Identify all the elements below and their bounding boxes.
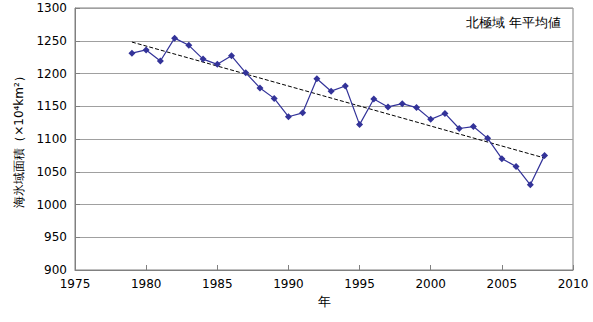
svg-text:1990: 1990 xyxy=(273,277,304,291)
svg-text:1250: 1250 xyxy=(36,34,67,48)
svg-text:1980: 1980 xyxy=(131,277,162,291)
svg-text:1050: 1050 xyxy=(36,165,67,179)
svg-text:海氷域面積（×10⁴km²）: 海氷域面積（×10⁴km²） xyxy=(12,70,26,208)
svg-text:950: 950 xyxy=(44,230,67,244)
svg-text:1975: 1975 xyxy=(60,277,91,291)
svg-text:1300: 1300 xyxy=(36,1,67,15)
svg-text:1985: 1985 xyxy=(202,277,233,291)
svg-text:1000: 1000 xyxy=(36,198,67,212)
svg-text:900: 900 xyxy=(44,263,67,277)
svg-text:1100: 1100 xyxy=(36,132,67,146)
svg-text:1200: 1200 xyxy=(36,67,67,81)
svg-text:2000: 2000 xyxy=(415,277,446,291)
svg-text:1150: 1150 xyxy=(36,99,67,113)
svg-text:年: 年 xyxy=(318,294,331,309)
svg-text:2005: 2005 xyxy=(487,277,518,291)
svg-text:2010: 2010 xyxy=(558,277,589,291)
svg-text:北極域 年平均値: 北極域 年平均値 xyxy=(466,15,561,30)
svg-text:1995: 1995 xyxy=(344,277,375,291)
